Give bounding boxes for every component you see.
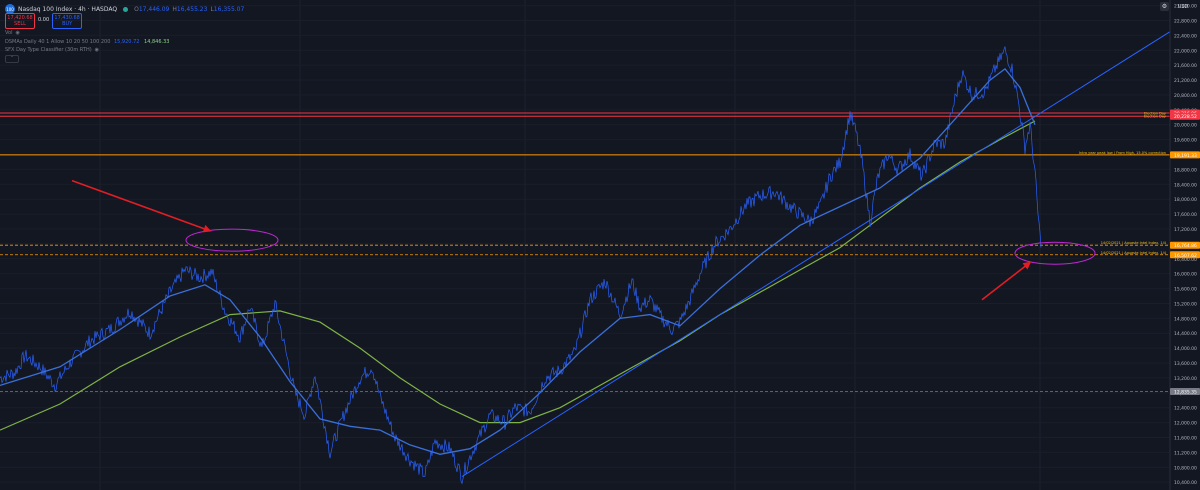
- settings-icon: ⚙: [1160, 2, 1169, 11]
- price-tick-label: 22,800.00: [1174, 18, 1197, 24]
- price-tick-label: 21,600.00: [1174, 63, 1197, 69]
- price-tick-label: 12,400.00: [1174, 406, 1197, 412]
- price-tick-label: 10,400.00: [1174, 480, 1197, 486]
- volume-legend[interactable]: Vol ◉: [5, 30, 20, 36]
- spread-value: 0.00: [38, 17, 50, 23]
- price-level-label: Election Day: [1144, 115, 1166, 119]
- annotations: [71, 179, 1096, 301]
- eye-icon[interactable]: ◉: [15, 30, 20, 36]
- sma-green-line: [0, 120, 1036, 431]
- ohlc-high: H16,455.23: [172, 5, 208, 13]
- price-level-label: 14/02/2021 | Aquaste Intel Index, 1/4: [1101, 241, 1167, 245]
- highlight-ellipse: [185, 228, 279, 252]
- price-tick-label: 21,200.00: [1174, 78, 1197, 84]
- buy-button[interactable]: 17,430.68 BUY: [52, 13, 83, 29]
- price-level-label: Election Day: [1144, 111, 1166, 115]
- price-tick-label: 23,200.00: [1174, 4, 1197, 10]
- price-tick-label: 19,600.00: [1174, 138, 1197, 144]
- index-logo: 100: [5, 4, 15, 14]
- price-line: [0, 46, 1042, 485]
- price-tick-label: 18,000.00: [1174, 197, 1197, 203]
- price-series: [0, 31, 1171, 485]
- price-tick-label: 14,400.00: [1174, 331, 1197, 337]
- price-level-badge-text: 20,228.52: [1174, 114, 1197, 120]
- price-level-badge-text: 12,835.35: [1174, 390, 1197, 396]
- price-tick-label: 14,000.00: [1174, 346, 1197, 352]
- trade-buttons: 17,420.68 SELL 0.00 17,430.68 BUY: [5, 13, 83, 29]
- price-tick-label: 13,600.00: [1174, 361, 1197, 367]
- chart-settings-button[interactable]: ⚙: [1160, 2, 1169, 11]
- trendline: [461, 31, 1171, 478]
- eye-icon[interactable]: ◉: [94, 47, 100, 53]
- price-level-badge: [1170, 388, 1200, 396]
- price-tick-label: 22,000.00: [1174, 48, 1197, 54]
- price-level-label: 14/02/2021 | Aquaste Intel Index, 1/4: [1101, 251, 1167, 255]
- sma-blue-line: [0, 68, 1036, 455]
- ohlc-open: O17,446.09: [134, 5, 170, 13]
- grid-lines: [99, 0, 1041, 490]
- symbol-title[interactable]: Nasdaq 100 Index · 4h · HASDAQ: [18, 5, 118, 13]
- price-tick-label: 18,400.00: [1174, 182, 1197, 188]
- price-level-badge-text: 16,507.62: [1174, 253, 1197, 259]
- price-level-badge: [1170, 112, 1200, 120]
- price-level-badge-text: 16,764.86: [1174, 243, 1197, 249]
- price-tick-label: 22,400.00: [1174, 33, 1197, 39]
- collapse-legend-button[interactable]: ˄: [5, 55, 19, 63]
- market-status-dot: [123, 6, 129, 12]
- price-axis[interactable]: 23,200.00 22,800.00 22,400.00 22,000.00 21,6…: [1169, 0, 1200, 490]
- price-tick-label: 11,600.00: [1174, 436, 1197, 442]
- price-level-badge: [1170, 241, 1200, 249]
- ohlc-low: L16,355.07: [210, 5, 245, 13]
- price-tick-label: 16,400.00: [1174, 257, 1197, 263]
- price-tick-label: 17,200.00: [1174, 227, 1197, 233]
- price-tick-label: 15,600.00: [1174, 287, 1197, 293]
- symbol-header: 100 Nasdaq 100 Index · 4h · HASDAQ O17,4…: [5, 3, 247, 15]
- red-arrow: [71, 179, 212, 233]
- red-arrow: [981, 261, 1032, 301]
- price-tick-label: 10,800.00: [1174, 465, 1197, 471]
- highlight-ellipse: [1014, 241, 1096, 265]
- price-level-badge: [1170, 151, 1200, 159]
- price-tick-label: 16,000.00: [1174, 272, 1197, 278]
- price-level-label: Intra year peak low / From High, 15.0% c…: [1079, 151, 1166, 155]
- chevron-up-icon: ˄: [10, 56, 14, 62]
- price-tick-label: 20,800.00: [1174, 93, 1197, 99]
- price-tick-label: 20,000.00: [1174, 123, 1197, 129]
- indicator-legend-daytype[interactable]: SFX Day Type Classifier (30m RTH) ◉: [5, 47, 100, 53]
- indicator-legend-sma[interactable]: DSMAs Daily 40 1 Allow 10 20 50 100 200 …: [5, 39, 170, 45]
- price-tick-label: 12,000.00: [1174, 421, 1197, 427]
- price-tick-label: 18,800.00: [1174, 167, 1197, 173]
- price-tick-label: 11,200.00: [1174, 450, 1197, 456]
- sell-button[interactable]: 17,420.68 SELL: [5, 13, 35, 29]
- price-tick-label: 17,600.00: [1174, 212, 1197, 218]
- price-tick-label: 15,200.00: [1174, 301, 1197, 307]
- currency-label[interactable]: USD: [1177, 4, 1189, 10]
- price-level-badge: [1170, 251, 1200, 259]
- price-tick-label: 13,200.00: [1174, 376, 1197, 382]
- price-level-badge-text: 19,191.33: [1174, 153, 1197, 159]
- price-tick-label: 14,800.00: [1174, 316, 1197, 322]
